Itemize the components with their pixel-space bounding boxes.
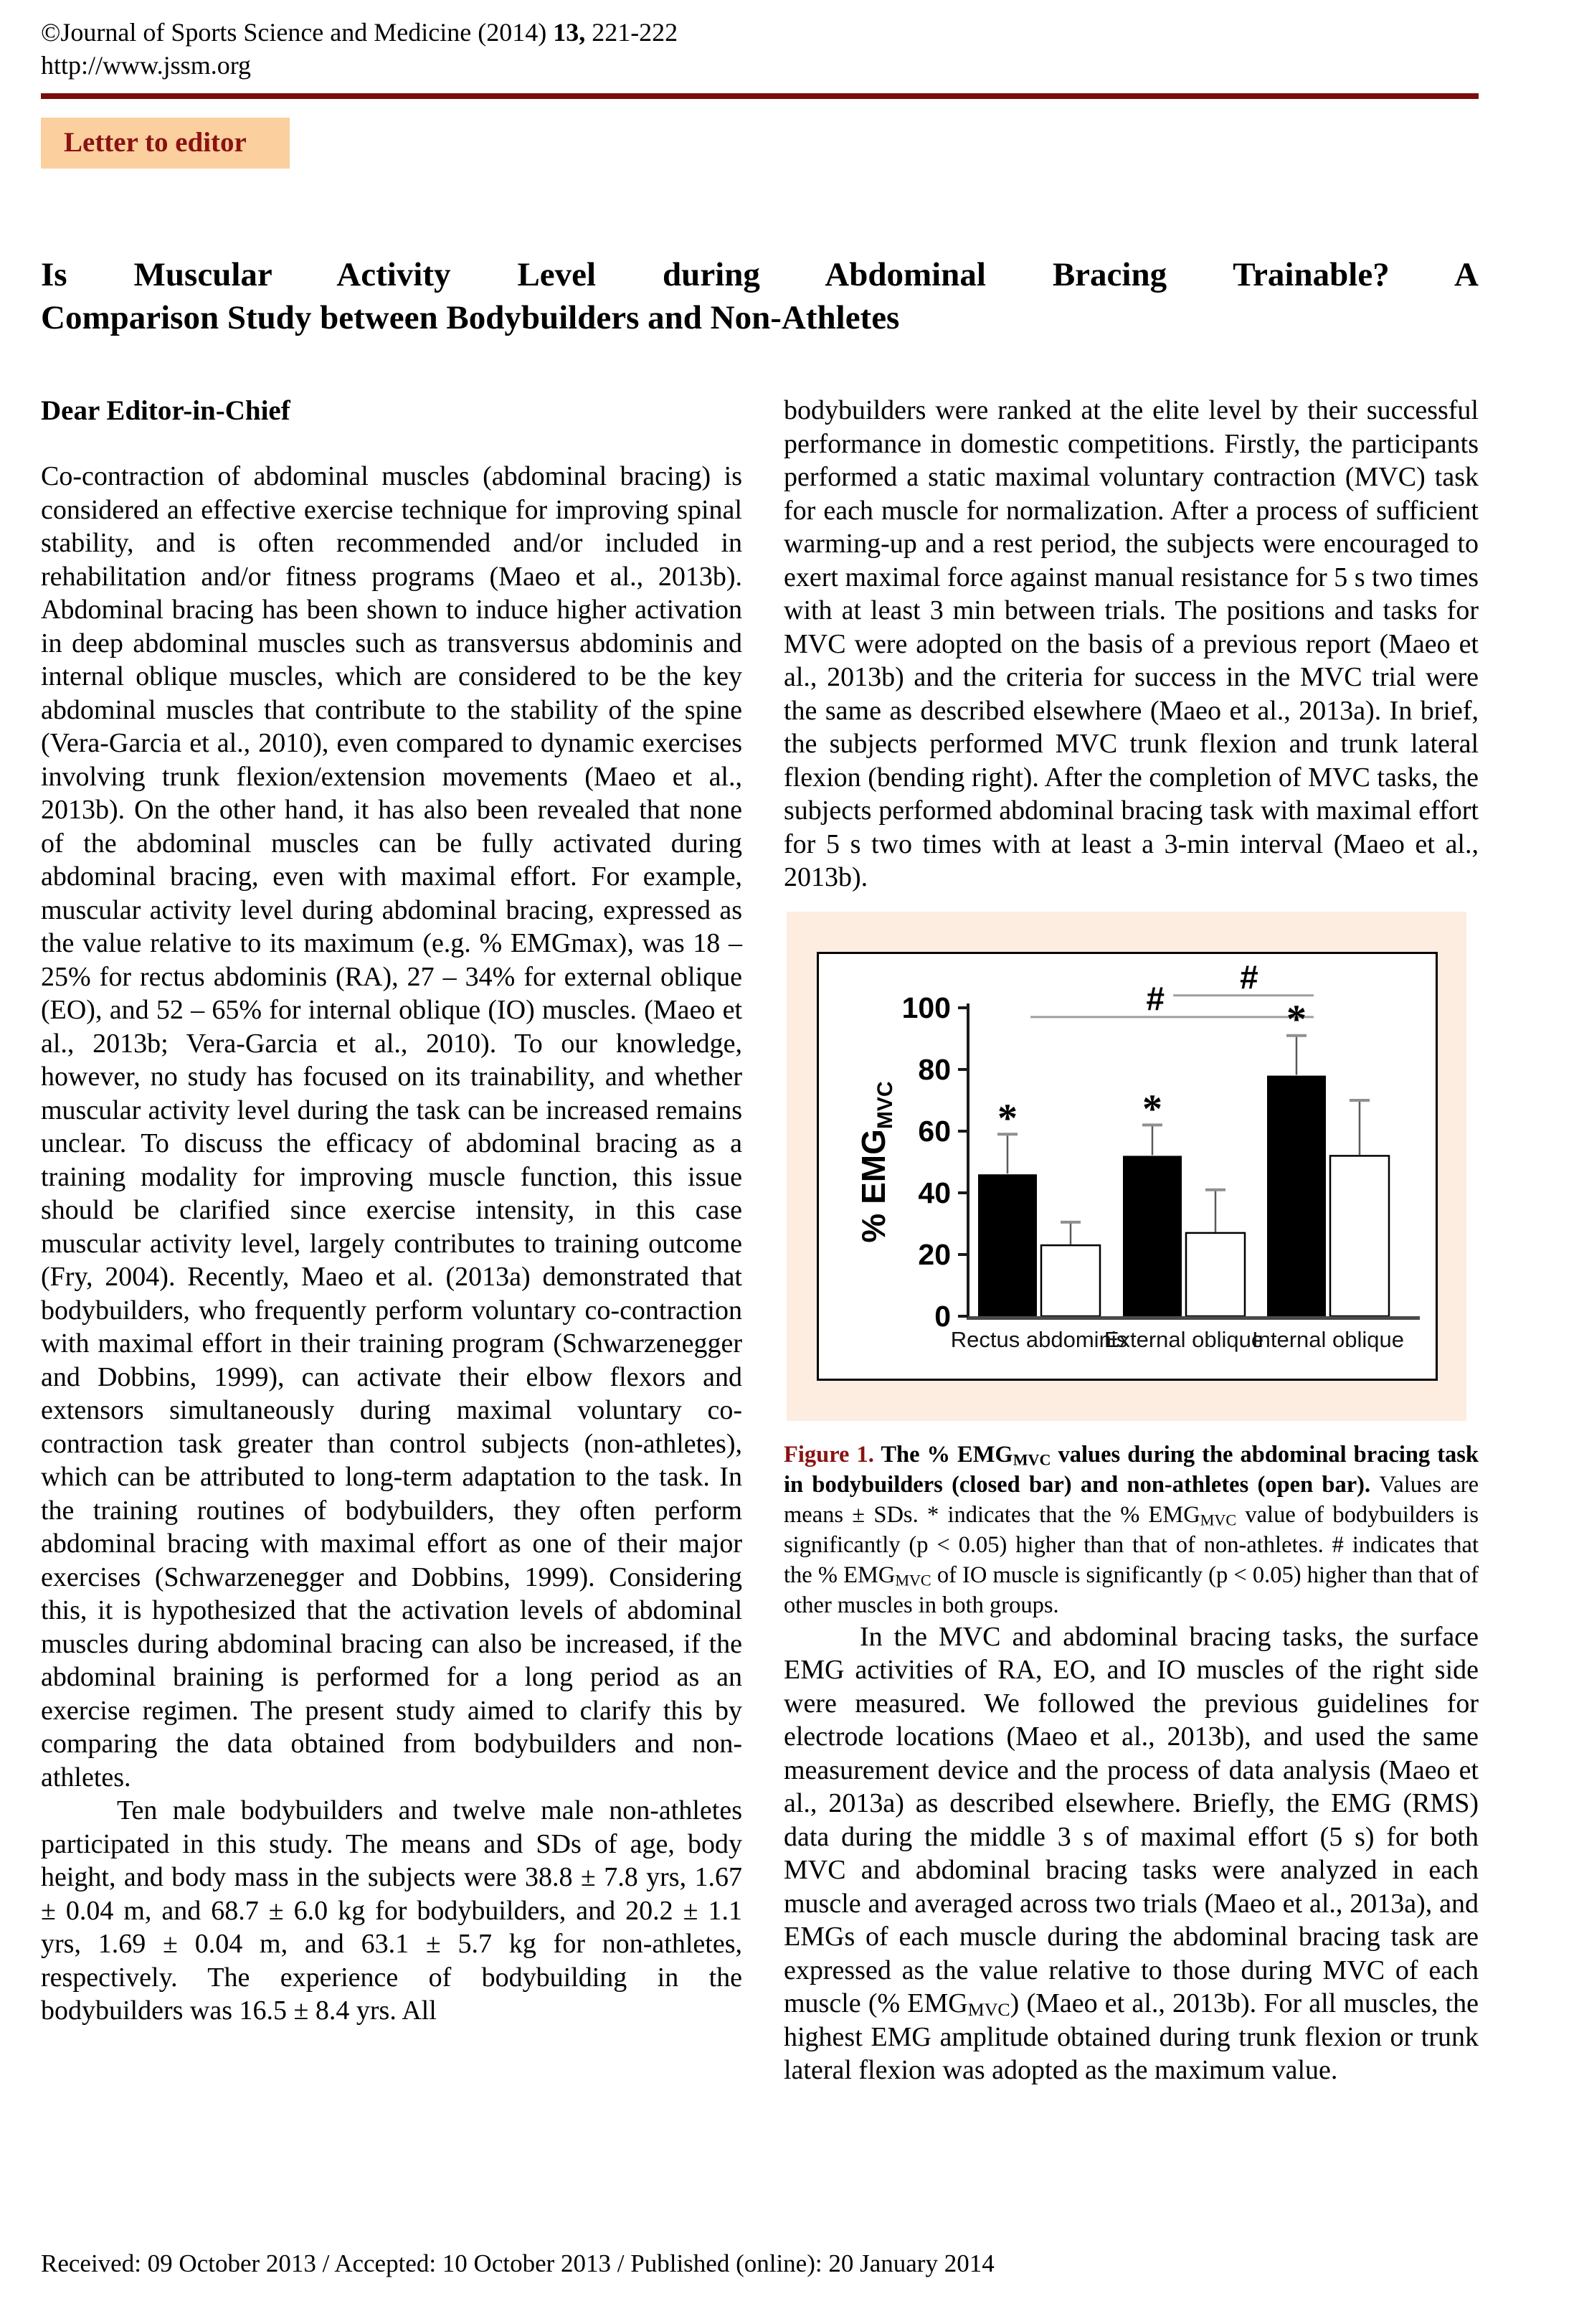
- paragraph-mvc-procedure: bodybuilders were ranked at the elite le…: [784, 395, 1479, 892]
- salutation: Dear Editor-in-Chief: [41, 395, 290, 426]
- text-run: of IO muscle is significantly (p < 0.05)…: [784, 1562, 1479, 1618]
- bar-non-athletes-rectus-abdominis: [1040, 1244, 1101, 1317]
- bar-bodybuilders-external-oblique: [1123, 1155, 1182, 1316]
- significance-hash-label: #: [1240, 958, 1258, 995]
- journal-url: http://www.jssm.org: [41, 51, 252, 80]
- bar-chart-panel: # # * * * 0 20 40 60 80 100 Rectus abdominis Externa…: [817, 951, 1438, 1381]
- significance-asterisk: *: [1286, 997, 1307, 1041]
- paragraph-emg-analysis: In the MVC and abdominal bracing tasks, …: [784, 1620, 1479, 2087]
- text-run: 221-222: [585, 18, 678, 47]
- y-tick-label: 40: [918, 1176, 951, 1209]
- article-type-badge: Letter to editor: [41, 118, 290, 169]
- subscript-text: MVC: [1013, 1450, 1051, 1468]
- subscript-text: MVC: [895, 1570, 931, 1589]
- x-category-label: Rectus abdominis: [951, 1327, 1127, 1352]
- figure-1: # # * * * 0 20 40 60 80 100 Rectus abdominis Externa…: [784, 911, 1479, 1620]
- bar-non-athletes-internal-oblique: [1329, 1154, 1390, 1317]
- y-tick-label: 60: [918, 1115, 951, 1148]
- text-run: ©Journal of Sports Science and Medicine …: [41, 18, 554, 47]
- figure-caption: Figure 1. The % EMGMVC values during the…: [784, 1440, 1479, 1620]
- text-run: The % EMG: [881, 1441, 1013, 1468]
- x-category-label: Internal oblique: [1252, 1327, 1404, 1352]
- right-column: bodybuilders were ranked at the elite le…: [784, 394, 1479, 2087]
- y-tick-label: 100: [902, 991, 951, 1024]
- bar-bodybuilders-rectus-abdominis: [978, 1173, 1037, 1316]
- subscript-text: MVC: [1200, 1510, 1237, 1529]
- bar-non-athletes-external-oblique: [1185, 1232, 1246, 1317]
- text-run: Values are means ± SDs. * indicates that…: [784, 1471, 1479, 1528]
- text-run: 13,: [553, 18, 586, 47]
- article-title: Is Muscular Activity Level during Abdomi…: [41, 253, 1479, 339]
- received-dates: Received: 09 October 2013 / Accepted: 10…: [41, 2249, 995, 2277]
- significance-hash-label: #: [1146, 979, 1165, 1016]
- significance-asterisk: *: [997, 1096, 1018, 1140]
- text-run: values during the abdominal bracing task…: [784, 1441, 1479, 1498]
- article-title-line2: Comparison Study between Bodybuilders an…: [41, 299, 900, 336]
- x-category-label: External oblique: [1104, 1327, 1263, 1352]
- text-run: value of bodybuilders is significantly (…: [784, 1501, 1479, 1588]
- text-run: ) (Maeo et al., 2013b). For all muscles,…: [784, 1988, 1479, 2085]
- text-run: In the MVC and abdominal bracing tasks, …: [784, 1621, 1479, 2019]
- article-type-label: Letter to editor: [64, 127, 247, 158]
- bar-chart-svg: # # * * * 0 20 40 60 80 100 Rectus abdominisExterna…: [855, 958, 1420, 1352]
- journal-citation: ©Journal of Sports Science and Medicine …: [41, 16, 1479, 49]
- header-rule: [41, 93, 1479, 99]
- subscript-text: MVC: [967, 1999, 1010, 2021]
- paragraph-methods-subjects: Ten male bodybuilders and twelve male no…: [41, 1795, 742, 2026]
- y-tick-label: 80: [918, 1053, 951, 1086]
- y-tick-label: 0: [934, 1300, 951, 1333]
- journal-header: ©Journal of Sports Science and Medicine …: [41, 16, 1479, 82]
- left-column: Dear Editor-in-Chief Co-contraction of a…: [41, 394, 742, 2087]
- figred: Figure 1.: [784, 1441, 881, 1468]
- y-tick-label: 20: [918, 1238, 951, 1271]
- bar-bodybuilders-internal-oblique: [1267, 1075, 1326, 1316]
- article-title-line1: Is Muscular Activity Level during Abdomi…: [41, 256, 1479, 293]
- article-body: Dear Editor-in-Chief Co-contraction of a…: [41, 394, 1479, 2087]
- significance-asterisk: *: [1142, 1087, 1162, 1131]
- y-axis-title-text: % EMGMVC: [855, 1081, 897, 1242]
- paragraph-intro: Co-contraction of abdominal muscles (abd…: [41, 461, 742, 1792]
- figure-background: # # * * * 0 20 40 60 80 100 Rectus abdominis Externa…: [787, 911, 1466, 1421]
- y-axis-title: % EMGMVC: [855, 1081, 897, 1242]
